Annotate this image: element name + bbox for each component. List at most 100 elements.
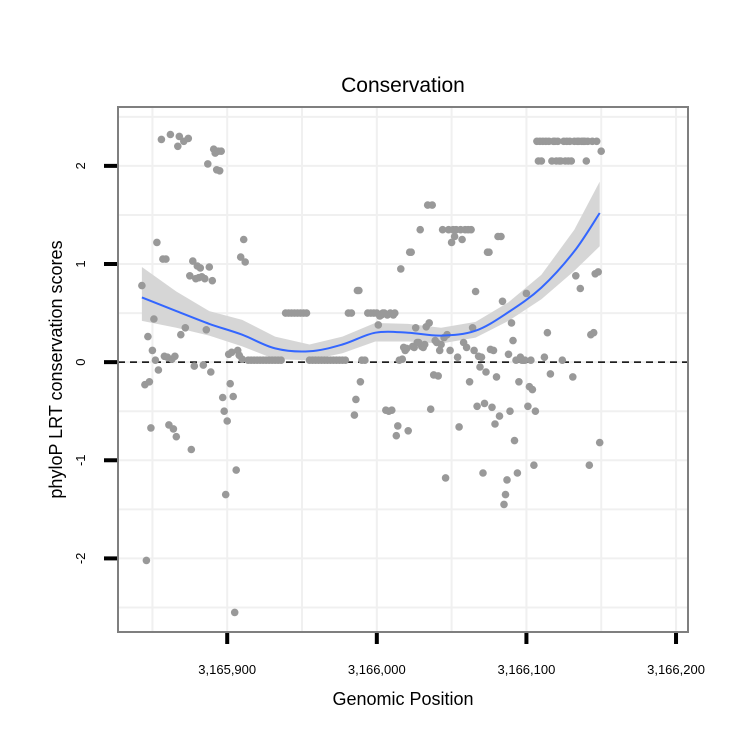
data-point: [501, 490, 510, 499]
x-tick-label: 3,165,900: [198, 662, 256, 677]
data-point: [236, 253, 245, 261]
data-point: [506, 407, 514, 416]
data-point: [147, 424, 155, 432]
data-point: [174, 142, 182, 151]
data-point: [453, 353, 462, 362]
data-point: [531, 407, 540, 416]
smooth-line-layer: [141, 212, 601, 353]
data-point: [467, 225, 475, 234]
data-point: [142, 556, 151, 565]
data-point: [150, 315, 158, 323]
data-point: [204, 160, 212, 168]
data-point: [356, 378, 365, 386]
x-tick-label: 3,166,200: [647, 662, 705, 677]
chart-title: Conservation: [341, 74, 465, 97]
axis-layer: 3,165,900 3,166,000 3,166,100 3,166,200 -2 -1…: [73, 162, 705, 677]
data-point: [202, 326, 211, 334]
data-point: [350, 411, 359, 419]
data-point: [488, 403, 496, 412]
data-point: [151, 356, 160, 365]
data-point: [361, 356, 369, 365]
data-point: [230, 608, 239, 617]
data-point: [397, 265, 405, 273]
data-point: [394, 422, 402, 430]
data-point: [226, 379, 234, 388]
data-point: [239, 235, 248, 244]
data-point: [434, 372, 443, 380]
data-point: [181, 324, 190, 332]
data-point: [479, 469, 487, 477]
data-point: [528, 385, 537, 394]
x-tick-label: 3,166,100: [498, 662, 556, 677]
data-point: [527, 356, 535, 365]
data-point: [458, 235, 466, 244]
data-point: [441, 474, 450, 482]
data-point: [510, 436, 519, 445]
data-point: [189, 257, 197, 265]
data-point: [391, 309, 399, 317]
data-point: [597, 147, 605, 155]
data-point: [238, 355, 246, 364]
data-point: [187, 445, 196, 454]
y-tick-label: -2: [73, 553, 88, 565]
data-point: [476, 363, 484, 371]
data-point: [567, 157, 576, 165]
y-tick-label: 2: [73, 162, 88, 169]
data-point: [503, 476, 511, 484]
data-point: [218, 393, 227, 402]
point-layer: [138, 130, 605, 617]
data-point: [498, 297, 507, 306]
x-tick-label: 3,166,000: [348, 662, 406, 677]
data-point: [208, 276, 217, 285]
data-point: [495, 412, 504, 420]
data-point: [585, 461, 594, 470]
data-point: [207, 368, 215, 376]
data-point: [465, 378, 474, 386]
data-point: [492, 373, 501, 381]
data-point: [572, 272, 580, 280]
data-point: [157, 135, 166, 144]
data-point: [437, 340, 445, 349]
data-point: [491, 420, 499, 428]
data-point: [522, 289, 531, 298]
data-point: [558, 356, 567, 365]
data-point: [500, 500, 508, 509]
data-point: [485, 248, 493, 256]
data-point: [227, 348, 236, 357]
data-point: [355, 286, 363, 295]
panel-border: [117, 106, 689, 633]
data-point: [592, 137, 601, 146]
data-point: [223, 417, 231, 425]
y-tick-label: -1: [73, 454, 88, 466]
data-point: [594, 268, 602, 276]
data-point: [540, 353, 549, 362]
data-point: [530, 461, 538, 470]
data-point: [205, 263, 214, 271]
data-point: [480, 399, 489, 408]
data-point: [138, 281, 146, 290]
data-point: [162, 255, 170, 263]
data-point: [589, 328, 598, 337]
data-point: [497, 232, 505, 241]
data-point: [524, 402, 532, 411]
data-point: [241, 258, 249, 266]
data-point: [221, 490, 230, 499]
data-point: [402, 344, 411, 353]
data-point: [232, 466, 240, 474]
x-axis-title: Genomic Position: [332, 689, 473, 709]
data-point: [595, 438, 604, 447]
data-point: [446, 346, 454, 355]
data-point: [145, 378, 154, 386]
data-point: [471, 287, 480, 296]
data-point: [482, 368, 490, 376]
data-point: [201, 274, 209, 283]
data-point: [177, 330, 185, 339]
data-point: [582, 157, 591, 165]
data-point: [175, 132, 184, 141]
y-axis-title: phyloP LRT conservation scores: [46, 240, 66, 498]
data-point: [447, 238, 456, 247]
data-point: [416, 225, 425, 234]
